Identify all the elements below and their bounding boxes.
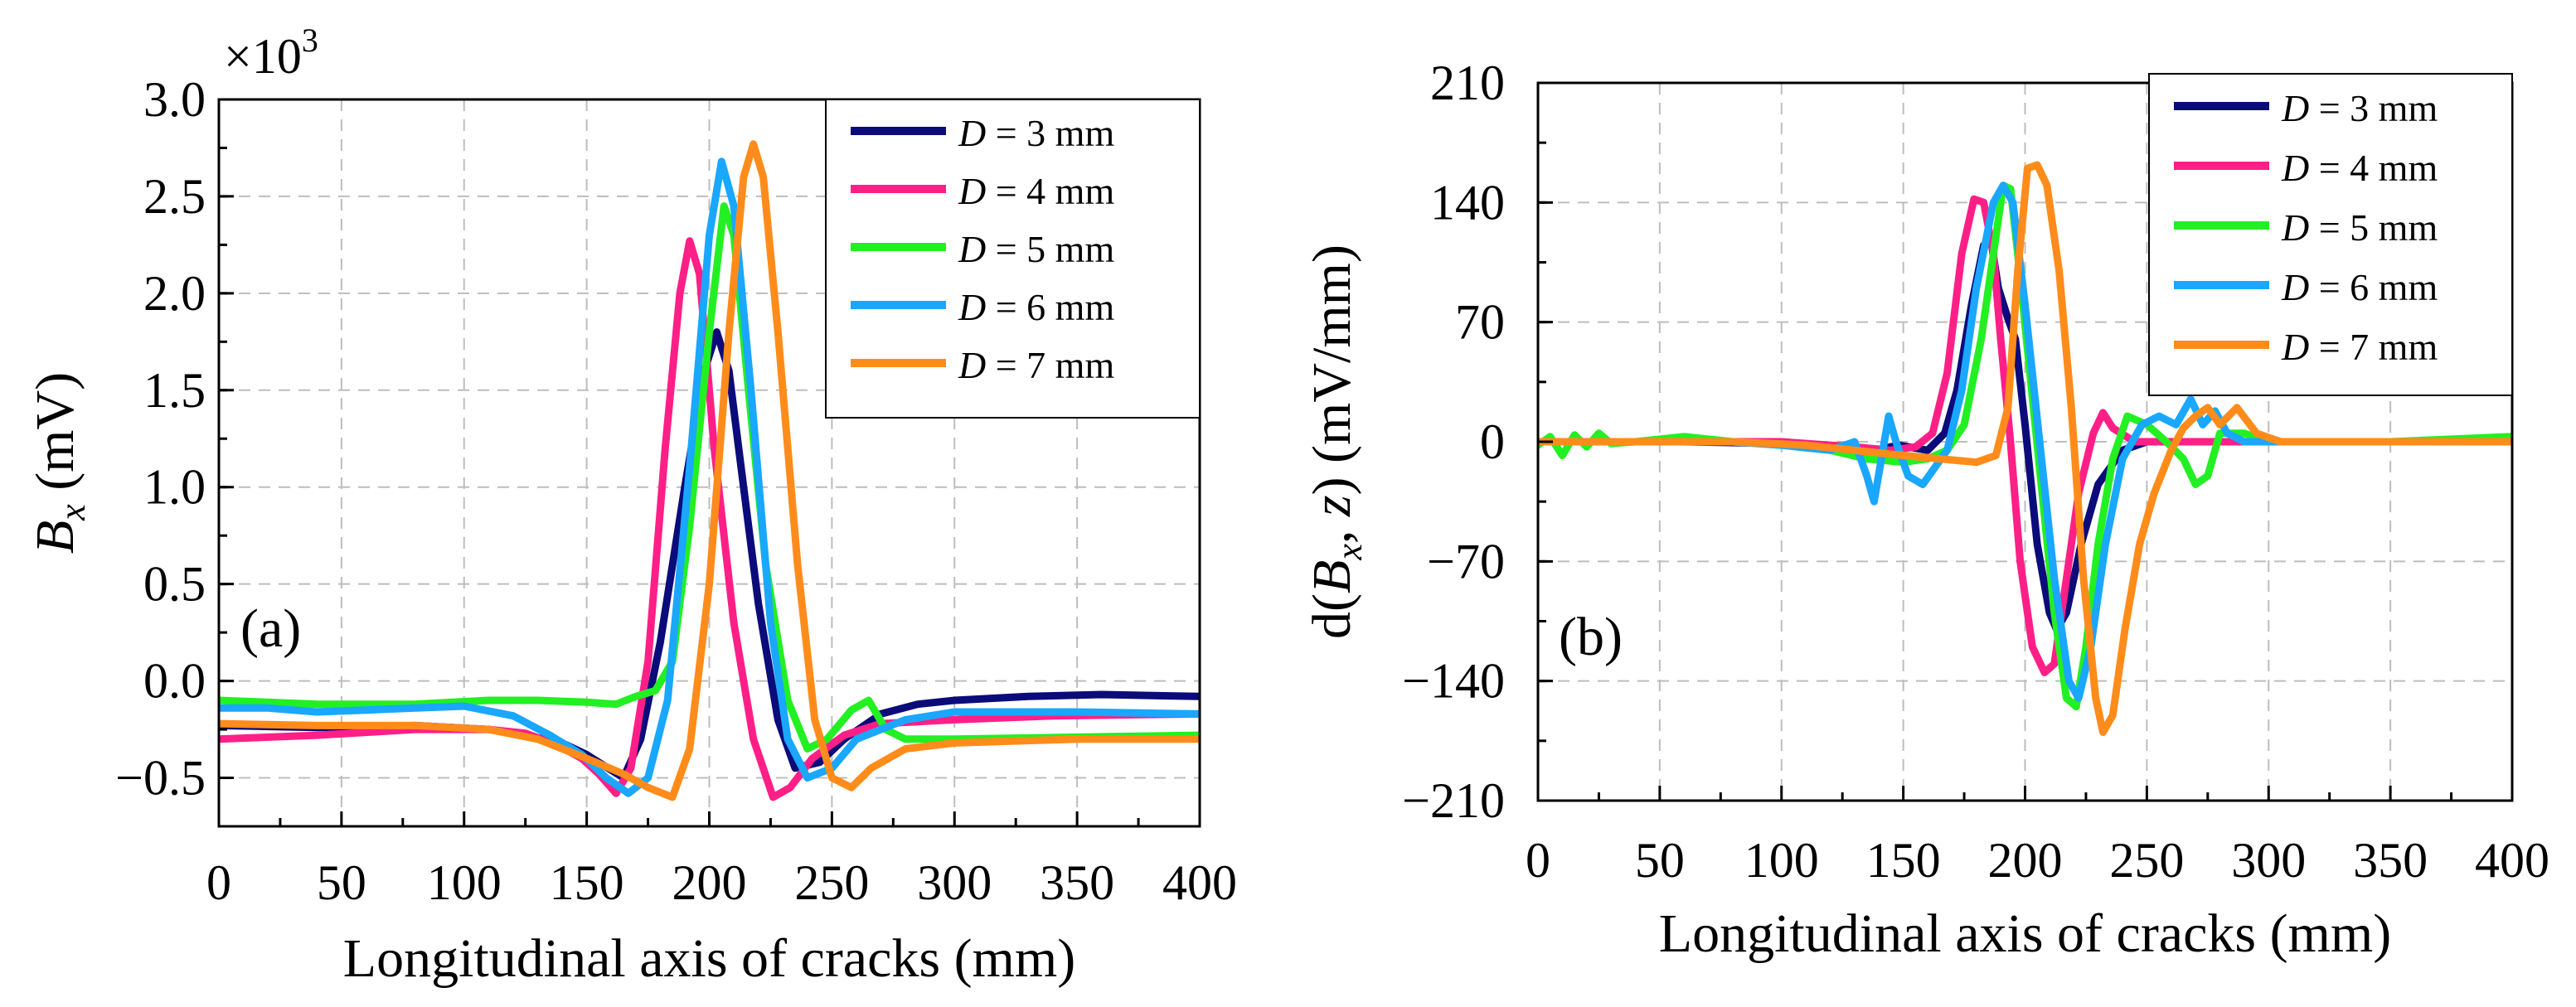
panel-label: (b) [1559,607,1623,667]
legend-label: D = 3 mm [2281,87,2438,129]
series-line-D5 [219,202,1200,753]
x-tick-label: 350 [1040,855,1114,910]
x-tick-label: 300 [917,855,992,910]
x-tick-label: 200 [1988,833,2063,888]
y-tick-label: −0.5 [115,751,206,806]
series-line-D7 [219,140,1200,801]
x-tick-label: 50 [1635,833,1685,888]
x-tick-label: 0 [1526,833,1550,888]
x-axis-label: Longitudinal axis of cracks (mm) [1659,903,2391,964]
legend-label: D = 4 mm [958,170,1114,212]
y-tick-label: 2.0 [143,266,206,321]
axis-multiplier: ×103 [224,22,318,84]
x-tick-label: 50 [317,855,366,910]
legend-label: D = 3 mm [958,112,1114,154]
y-axis-label: d(Bx, z) (mV/mm) [1302,244,1370,639]
legend-label: D = 5 mm [2281,206,2438,249]
y-tick-label: 2.5 [143,169,206,224]
series-line-D6 [219,157,1200,797]
x-axis-label: Longitudinal axis of cracks (mm) [343,928,1075,989]
y-tick-label: 140 [1430,175,1505,230]
series-line-D7 [1538,161,2512,736]
panel-a-chart: 0 50 100 150 200 250 300 350 400 −0.5 0.0 0.5 1.0 1.5… [25,22,1237,989]
legend: D = 3 mm D = 4 mm D = 5 mm D = 6 mm D = 7 mm [2148,73,2513,396]
x-tick-label: 0 [206,855,231,910]
y-axis-label: Bx (mV) [25,372,93,554]
legend-label: D = 4 mm [2281,147,2438,189]
legend: D = 3 mm D = 4 mm D = 5 mm D = 6 mm D = 7 mm [825,99,1201,419]
legend-label: D = 6 mm [2281,266,2438,308]
y-tick-label: −140 [1402,654,1505,709]
y-tick-label: 0.5 [143,557,206,612]
x-tick-label: 200 [672,855,747,910]
y-tick-label: 0 [1480,414,1505,469]
series-group [219,140,1200,801]
x-tick-label: 400 [2475,833,2549,888]
x-tick-label: 250 [2109,833,2184,888]
legend-label: D = 7 mm [2281,326,2438,368]
y-tick-label: −70 [1427,534,1505,588]
series-line-D6 [1538,182,2512,702]
series-group [1538,161,2512,736]
legend-label: D = 7 mm [958,344,1114,386]
panel-label: (a) [240,598,301,659]
x-tick-label: 100 [427,855,502,910]
y-tick-label: −210 [1402,773,1505,828]
x-tick-label: 300 [2231,833,2306,888]
legend-label: D = 5 mm [958,228,1114,270]
y-tick-label: 0.0 [143,654,206,709]
y-tick-label: 3.0 [143,72,206,127]
legend-label: D = 6 mm [958,286,1114,328]
x-tick-label: 150 [550,855,624,910]
x-tick-label: 400 [1162,855,1237,910]
x-tick-label: 250 [794,855,869,910]
x-tick-label: 350 [2353,833,2428,888]
y-tick-label: 210 [1430,56,1505,110]
y-tick-label: 1.5 [143,363,206,418]
panel-b-chart: 0 50 100 150 200 250 300 350 400 −210 −140 −70 0 70 14… [1302,56,2549,964]
y-tick-label: 1.0 [143,460,206,515]
y-tick-label: 70 [1455,295,1505,350]
x-tick-label: 100 [1744,833,1819,888]
x-tick-label: 150 [1866,833,1941,888]
